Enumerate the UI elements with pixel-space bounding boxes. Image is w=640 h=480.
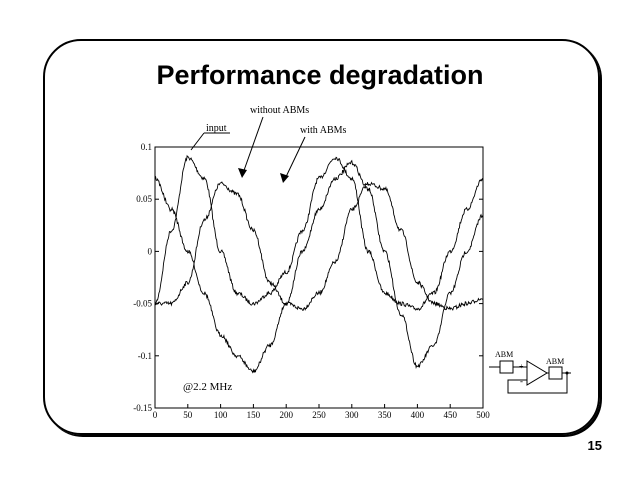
x-tick-label: 50 bbox=[183, 410, 193, 420]
annotation-without-arrowhead bbox=[238, 168, 247, 178]
abm-schematic: ABM ABM + - bbox=[489, 350, 571, 394]
x-tick-label: 200 bbox=[279, 410, 293, 420]
abm-label-right: ABM bbox=[546, 357, 564, 366]
annotation-frequency: @2.2 MHz bbox=[183, 381, 232, 393]
slide-frame bbox=[43, 39, 600, 435]
x-tick-label: 500 bbox=[476, 410, 490, 420]
abm-box-right bbox=[548, 366, 563, 380]
x-tick-label: 400 bbox=[411, 410, 425, 420]
slide-title: Performance degradation bbox=[156, 60, 484, 90]
x-tick-label: 100 bbox=[214, 410, 228, 420]
x-tick-label: 300 bbox=[345, 410, 359, 420]
annotation-with-arrow bbox=[283, 136, 306, 182]
annotation-input-arrow bbox=[190, 132, 205, 151]
opamp-symbol bbox=[526, 360, 548, 386]
svg-text:-: - bbox=[520, 376, 523, 386]
series-line-input bbox=[154, 154, 484, 312]
x-tick-label: 150 bbox=[247, 410, 261, 420]
annotation-without-arrow bbox=[241, 116, 264, 177]
series-line-with-abms bbox=[154, 159, 484, 374]
y-tick-label: -0.05 bbox=[133, 299, 152, 309]
svg-text:+: + bbox=[519, 362, 524, 371]
y-tick-label: -0.1 bbox=[138, 351, 152, 361]
abm-box-left bbox=[499, 360, 514, 374]
plot-area bbox=[154, 146, 484, 409]
page-number: 15 bbox=[587, 438, 602, 453]
x-tick-label: 450 bbox=[443, 410, 457, 420]
y-tick-label: 0 bbox=[148, 246, 153, 256]
feedback-wire bbox=[507, 373, 568, 394]
annotation-without: without ABMs bbox=[250, 105, 309, 116]
y-tick-label: 0.05 bbox=[136, 194, 152, 204]
abm-label-left: ABM bbox=[495, 350, 513, 359]
annotation-input: input bbox=[206, 123, 227, 134]
y-tick-label: -0.15 bbox=[133, 403, 152, 413]
x-tick-label: 0 bbox=[153, 410, 158, 420]
annotation-with-arrowhead bbox=[280, 173, 289, 183]
x-tick-label: 350 bbox=[378, 410, 392, 420]
series-line-without-abms bbox=[154, 181, 484, 311]
x-tick-label: 250 bbox=[312, 410, 326, 420]
y-tick-label: 0.1 bbox=[141, 142, 152, 152]
annotation-with: with ABMs bbox=[300, 125, 347, 136]
